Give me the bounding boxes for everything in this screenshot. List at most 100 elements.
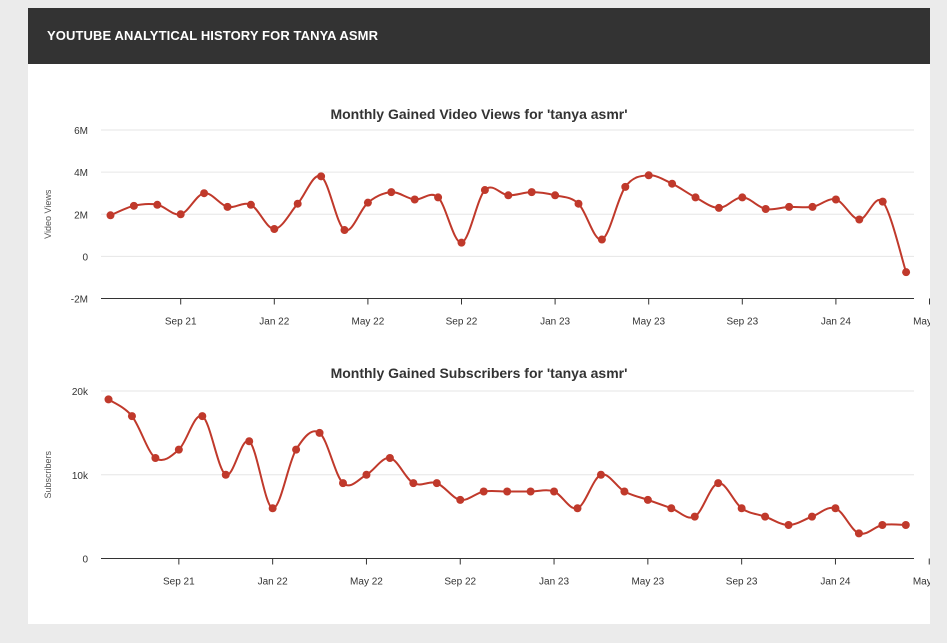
y-axis-label: Video Views — [43, 189, 53, 239]
data-point — [480, 186, 489, 195]
data-point — [855, 215, 864, 224]
data-point — [878, 197, 887, 206]
y-tick-label: 2M — [74, 210, 88, 221]
data-point — [785, 202, 794, 211]
data-point — [573, 504, 582, 513]
data-point — [340, 226, 349, 235]
y-tick-label: -2M — [71, 295, 88, 306]
data-point — [714, 203, 723, 212]
data-point — [504, 191, 513, 200]
data-point — [551, 191, 560, 200]
x-tick-label: Sep 21 — [163, 577, 195, 588]
data-point — [385, 454, 394, 462]
x-tick-label: May 22 — [352, 317, 385, 328]
data-point — [714, 479, 723, 488]
data-point — [526, 487, 535, 496]
data-point — [878, 521, 887, 529]
y-tick-label: 0 — [82, 252, 88, 263]
data-point — [901, 521, 910, 529]
y-tick-label: 6M — [74, 126, 88, 137]
data-point — [387, 188, 396, 197]
data-point — [831, 504, 840, 513]
series-line — [110, 174, 908, 273]
data-point — [293, 199, 302, 208]
y-tick-label: 0 — [82, 555, 88, 566]
chart-card: YOUTUBE ANALYTICAL HISTORY FOR TANYA ASM… — [28, 8, 930, 624]
views-chart: Monthly Gained Video Views for 'tanya as… — [43, 106, 930, 328]
data-point — [643, 495, 652, 504]
data-point — [761, 512, 770, 521]
x-tick-label: May 24 — [913, 577, 930, 588]
data-point — [317, 172, 326, 181]
x-tick-label: May 24 — [913, 317, 930, 328]
data-point — [315, 428, 324, 437]
y-tick-label: 10k — [72, 471, 89, 482]
data-point — [456, 495, 465, 504]
data-point — [434, 193, 443, 202]
x-tick-label: Jan 24 — [821, 317, 851, 328]
data-point — [221, 470, 230, 479]
data-point — [457, 238, 466, 247]
data-point — [527, 188, 536, 197]
data-point — [127, 412, 136, 421]
data-point — [270, 224, 279, 233]
data-point — [153, 200, 162, 209]
data-point — [129, 201, 138, 210]
data-point — [691, 193, 700, 202]
data-point — [503, 487, 512, 496]
x-tick-label: Jan 22 — [259, 317, 289, 328]
chart-title: Monthly Gained Video Views for 'tanya as… — [330, 106, 627, 122]
x-tick-label: Jan 24 — [820, 577, 850, 588]
y-tick-label: 20k — [72, 387, 89, 398]
y-tick-label: 4M — [74, 168, 88, 179]
data-point — [200, 189, 209, 198]
chart-title: Monthly Gained Subscribers for 'tanya as… — [331, 365, 628, 381]
data-point — [151, 454, 160, 462]
x-tick-label: Sep 23 — [726, 577, 758, 588]
data-point — [174, 445, 183, 454]
x-tick-label: Sep 22 — [444, 577, 476, 588]
data-point — [831, 195, 840, 204]
data-point — [737, 504, 746, 513]
series-line — [107, 398, 906, 535]
data-point — [808, 512, 816, 521]
data-point — [574, 199, 583, 208]
x-tick-label: Sep 23 — [726, 317, 758, 328]
data-point — [597, 235, 606, 244]
data-point — [292, 445, 301, 454]
y-axis-label: Subscribers — [43, 450, 53, 498]
x-tick-label: Sep 22 — [446, 317, 478, 328]
data-point — [784, 521, 793, 529]
data-point — [223, 202, 232, 211]
data-point — [667, 504, 676, 513]
subscribers-chart: Monthly Gained Subscribers for 'tanya as… — [43, 365, 930, 588]
data-point — [409, 479, 418, 488]
x-tick-label: May 22 — [350, 577, 383, 588]
x-tick-label: May 23 — [632, 317, 665, 328]
x-tick-label: Jan 23 — [539, 577, 569, 588]
data-point — [362, 470, 371, 479]
x-tick-label: May 23 — [631, 577, 664, 588]
data-point — [550, 487, 559, 496]
data-point — [106, 211, 115, 220]
data-point — [198, 412, 207, 421]
data-point — [761, 204, 770, 213]
data-point — [245, 437, 254, 446]
data-point — [620, 487, 629, 496]
data-point — [268, 504, 277, 513]
data-point — [596, 470, 605, 479]
data-point — [432, 479, 441, 488]
data-point — [644, 171, 653, 180]
x-tick-label: Jan 23 — [540, 317, 570, 328]
data-point — [339, 479, 347, 488]
data-point — [246, 200, 255, 209]
x-tick-label: Jan 22 — [258, 577, 288, 588]
data-point — [479, 487, 488, 496]
x-tick-label: Sep 21 — [165, 317, 197, 328]
data-point — [854, 529, 863, 538]
data-point — [104, 395, 113, 404]
data-point — [621, 182, 630, 191]
data-point — [668, 179, 677, 188]
data-point — [363, 198, 372, 207]
data-point — [690, 512, 699, 521]
